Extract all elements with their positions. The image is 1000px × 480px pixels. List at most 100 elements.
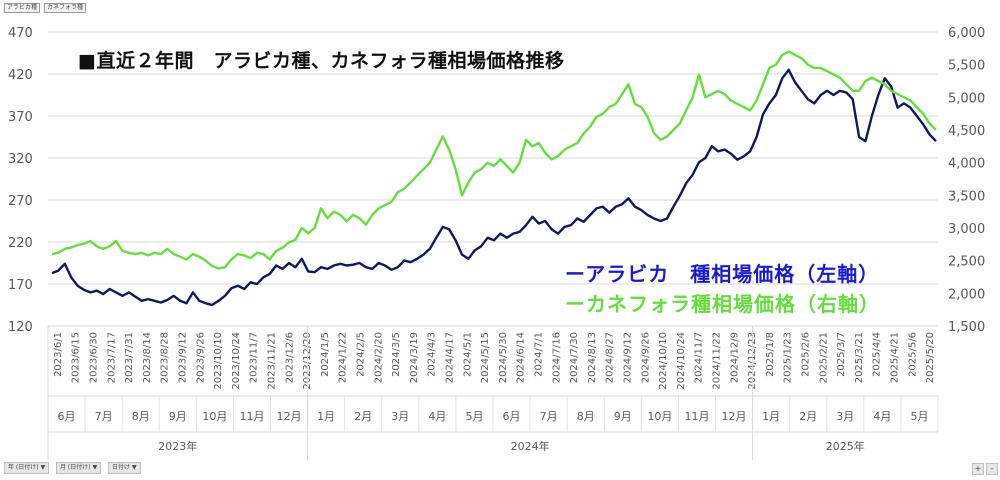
x-tick-label: 2023/10/10 — [213, 332, 224, 390]
month-label: 1月 — [762, 410, 780, 423]
right-tick-label: 2,500 — [948, 255, 985, 270]
filter-icon: ▼ — [40, 464, 46, 471]
right-tick-label: 3,000 — [948, 222, 985, 237]
month-label: 9月 — [169, 410, 187, 423]
month-label: 2月 — [799, 410, 817, 423]
left-tick-label: 120 — [8, 320, 33, 335]
x-tick-label: 2024/3/19 — [409, 332, 420, 383]
filter-icon: ▼ — [92, 464, 98, 471]
right-tick-label: 3,500 — [948, 189, 985, 204]
legend-arabica: ーアラビカ 種相場価格（左軸） — [565, 262, 880, 286]
filter-icon: ▼ — [132, 464, 137, 471]
x-tick-label: 2024/3/5 — [391, 332, 402, 377]
x-tick-label: 2023/6/15 — [71, 332, 82, 383]
x-tick-label: 2024/1/22 — [338, 332, 349, 383]
x-tick-label: 2024/8/27 — [605, 332, 616, 383]
filter-chip-date[interactable]: 日付け ▼ — [108, 462, 141, 474]
month-label: 5月 — [465, 410, 483, 423]
chip-label: 年 (日付け) — [8, 464, 39, 471]
right-tick-label: 5,500 — [948, 59, 985, 74]
month-label: 10月 — [202, 410, 227, 423]
x-tick-label: 2024/6/14 — [516, 332, 527, 383]
x-tick-label: 2024/10/10 — [658, 332, 669, 390]
x-tick-label: 2024/11/7 — [694, 332, 705, 383]
left-axis: 120 170 220 270 320 370 420 470 — [8, 26, 33, 335]
x-tick-label: 2023/7/31 — [124, 332, 135, 383]
month-label: 11月 — [239, 410, 264, 423]
month-label: 8月 — [132, 410, 150, 423]
chart-title: ■直近２年間 アラビカ種、カネフォラ種相場価格推移 — [78, 50, 565, 72]
x-tick-label: 2025/1/8 — [765, 332, 776, 377]
x-tick-label: 2023/8/28 — [160, 332, 171, 383]
right-tick-label: 4,000 — [948, 157, 985, 172]
x-tick-label: 2025/5/20 — [925, 332, 936, 383]
x-tick-label: 2025/2/21 — [818, 332, 829, 383]
x-tick-label: 2024/12/9 — [729, 332, 740, 383]
zoom-out-button[interactable]: - — [986, 463, 998, 475]
x-tick-label: 2025/5/6 — [907, 332, 918, 377]
year-label: 2023年 — [158, 439, 197, 453]
x-tick-label: 2024/7/1 — [534, 332, 545, 377]
left-tick-label: 420 — [8, 68, 33, 83]
x-tick-label: 2024/5/30 — [498, 332, 509, 383]
x-tick-label: 2024/10/24 — [676, 332, 687, 390]
right-tick-label: 2,000 — [948, 287, 985, 302]
chip-label: 日付け — [112, 464, 131, 471]
x-tick-label: 2024/1/5 — [320, 332, 331, 377]
x-tick-label: 2023/11/21 — [267, 332, 278, 390]
x-tick-label: 2024/9/26 — [640, 332, 651, 383]
left-tick-label: 370 — [8, 110, 33, 125]
x-tick-label: 2024/5/15 — [480, 332, 491, 383]
x-tick-label: 2025/2/6 — [801, 332, 812, 377]
x-tick-label: 2023/10/24 — [231, 332, 242, 390]
month-label: 1月 — [317, 410, 335, 423]
month-label: 4月 — [873, 410, 891, 423]
x-tick-label: 2023/7/17 — [106, 332, 117, 383]
field-button-arabica[interactable]: アラビカ種 — [4, 3, 41, 13]
series-lines — [51, 50, 937, 307]
month-label: 7月 — [95, 410, 113, 423]
x-tick-label: 2025/1/23 — [783, 332, 794, 383]
x-tick-label: 2024/2/5 — [356, 332, 367, 377]
month-label: 2月 — [354, 410, 372, 423]
left-tick-label: 270 — [8, 194, 33, 209]
x-tick-label: 2024/11/22 — [712, 332, 723, 390]
x-tick-label: 2023/11/7 — [249, 332, 260, 383]
x-tick-label: 2025/3/7 — [836, 332, 847, 377]
left-tick-label: 220 — [8, 236, 33, 251]
year-label: 2025年 — [826, 439, 865, 453]
month-label: 11月 — [684, 410, 709, 423]
month-label: 10月 — [647, 410, 672, 423]
right-axis: 1,500 2,000 2,500 3,000 3,500 4,000 4,500 5,000… — [948, 26, 985, 335]
month-label: 9月 — [614, 410, 632, 423]
month-label: 5月 — [910, 410, 928, 423]
x-tick-label: 2023/9/26 — [195, 332, 206, 383]
arabica-line — [51, 68, 937, 307]
x-tick-label: 2025/3/21 — [854, 332, 865, 383]
field-button-canephora[interactable]: カネフォラ種 — [44, 3, 87, 13]
month-label: 7月 — [540, 410, 558, 423]
x-tick-label: 2025/4/4 — [872, 332, 883, 377]
x-tick-label: 2024/4/3 — [427, 332, 438, 377]
month-label: 3月 — [391, 410, 409, 423]
x-tick-label: 2025/4/21 — [890, 332, 901, 383]
filter-chip-month[interactable]: 月 (日付け) ▼ — [56, 462, 102, 474]
legend-canephora: ーカネフォラ種相場価格（右軸） — [565, 292, 880, 316]
month-label: 8月 — [577, 410, 595, 423]
zoom-in-button[interactable]: + — [972, 463, 984, 475]
gridlines — [48, 31, 938, 327]
x-tick-label: 2024/4/17 — [445, 332, 456, 383]
x-axis: 2023/6/1 2023/6/15 2023/6/30 2023/7/17 2023/… — [47, 326, 939, 460]
x-tick-label: 2023/6/1 — [53, 332, 64, 377]
filter-chip-year[interactable]: 年 (日付け) ▼ — [4, 462, 50, 474]
x-tick-label: 2023/9/12 — [178, 332, 189, 383]
month-label: 12月 — [722, 410, 747, 423]
x-tick-label: 2024/9/12 — [623, 332, 634, 383]
chip-label: 月 (日付け) — [60, 464, 91, 471]
right-tick-label: 5,000 — [948, 91, 985, 106]
x-tick-label: 2024/7/16 — [551, 332, 562, 383]
x-tick-label: 2023/6/30 — [89, 332, 100, 383]
month-label: 4月 — [428, 410, 446, 423]
x-tick-label: 2024/2/20 — [373, 332, 384, 383]
